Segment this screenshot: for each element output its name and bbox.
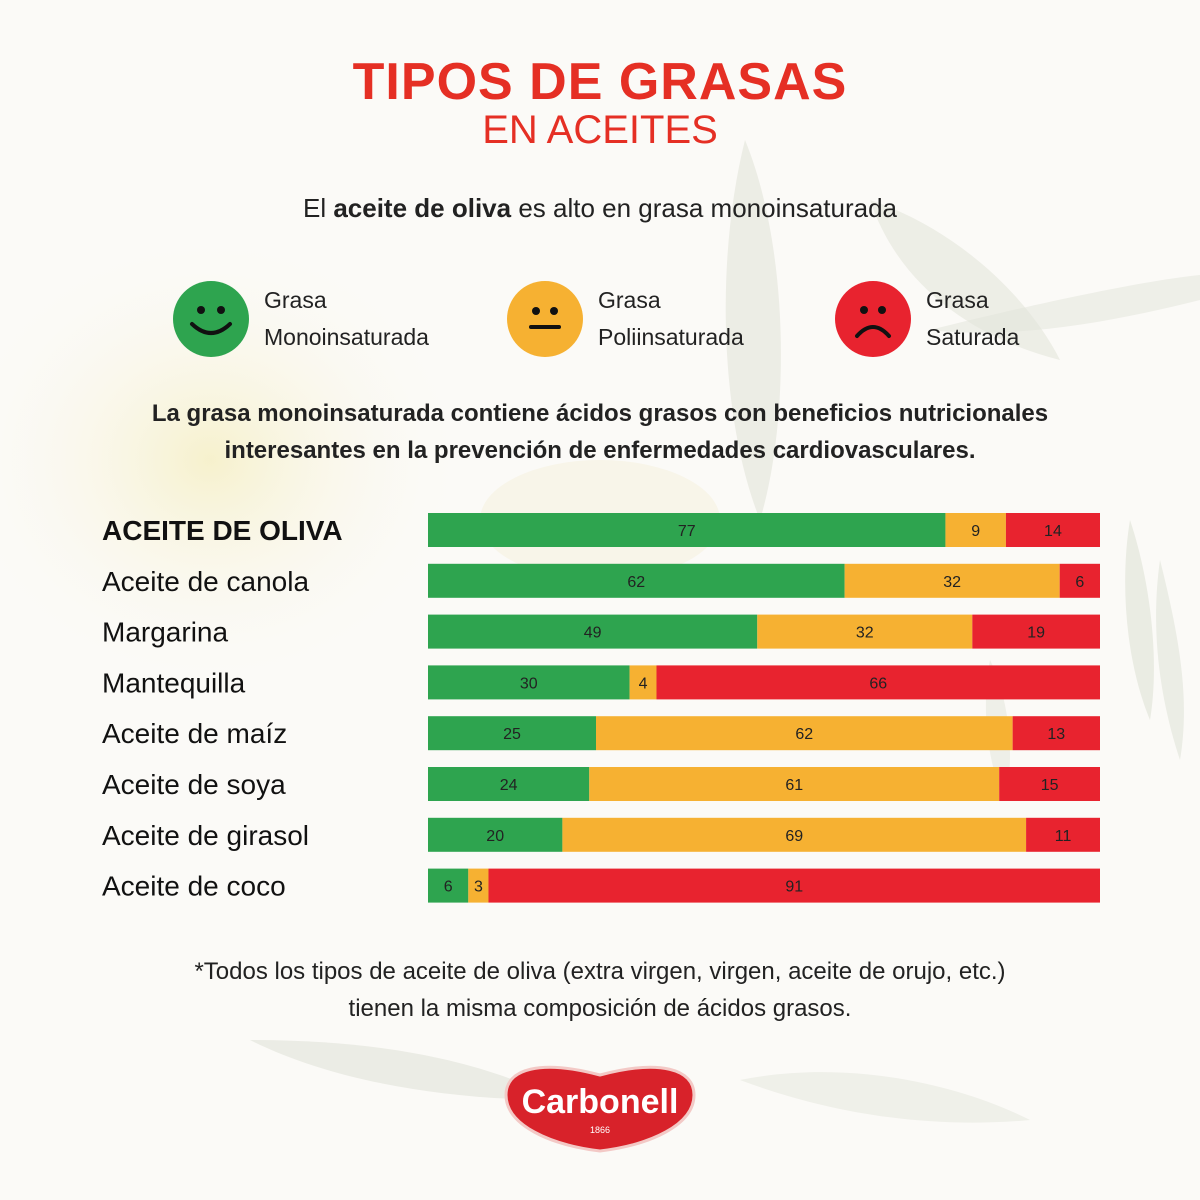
bar-segment — [428, 716, 596, 751]
data-label: 66 — [869, 675, 887, 692]
bar-segment — [596, 716, 1013, 751]
footnote-line1: *Todos los tipos de aceite de oliva (ext… — [194, 958, 1006, 985]
data-label: 19 — [1027, 625, 1045, 642]
category-label: Aceite de maíz — [102, 718, 287, 749]
category-label: Aceite de canola — [102, 566, 309, 597]
data-label: 6 — [1075, 574, 1084, 591]
intro-prefix: El — [302, 193, 334, 223]
data-label: 20 — [486, 828, 504, 845]
data-label: 3 — [474, 879, 483, 896]
category-label: Mantequilla — [102, 667, 246, 698]
bar-segment — [428, 817, 563, 852]
data-label: 30 — [520, 675, 538, 692]
bar-segment — [945, 513, 1006, 547]
data-label: 62 — [795, 726, 813, 743]
data-label: 91 — [785, 879, 803, 896]
carbonell-logo: Carbonell 1866 — [504, 1065, 696, 1153]
happy-face-icon — [173, 281, 249, 357]
bar-segment — [656, 665, 1100, 700]
bar-segment — [428, 614, 758, 649]
data-label: 9 — [971, 523, 980, 540]
statement-text: La grasa monoinsaturada contiene ácidos … — [60, 395, 1140, 469]
bar-segment — [1012, 716, 1100, 751]
statement-line2: interesantes en la prevención de enferme… — [224, 437, 976, 464]
logo-year: 1866 — [590, 1125, 610, 1135]
bar-segment — [589, 767, 1000, 801]
data-label: 77 — [678, 523, 696, 540]
bar-segment — [468, 868, 489, 903]
bar-segment — [1005, 513, 1100, 547]
data-label: 69 — [785, 828, 803, 845]
category-label: Aceite de coco — [102, 871, 286, 902]
bar-segment — [428, 767, 590, 801]
data-label: 32 — [856, 625, 874, 642]
data-label: 4 — [639, 675, 648, 692]
data-label: 49 — [584, 625, 602, 642]
bar-segment — [999, 767, 1100, 801]
category-label: Aceite de girasol — [102, 820, 309, 851]
data-label: 14 — [1044, 523, 1062, 540]
bar-segment — [844, 563, 1060, 598]
bar-segment — [757, 614, 973, 649]
bar-segment — [1059, 563, 1100, 598]
bar-segment — [488, 868, 1101, 903]
bar-segment — [428, 563, 845, 598]
intro-suffix: es alto en grasa monoinsaturada — [511, 193, 898, 223]
data-label: 15 — [1041, 777, 1059, 794]
legend-line1: Grasa — [264, 287, 327, 313]
bar-segment — [428, 513, 946, 547]
legend-label: Grasa Poliinsaturada — [598, 282, 744, 356]
footnote: *Todos los tipos de aceite de oliva (ext… — [60, 953, 1140, 1027]
statement-line1: La grasa monoinsaturada contiene ácidos … — [151, 400, 1049, 427]
legend-line2: Poliinsaturada — [598, 324, 744, 350]
bar-segment — [428, 665, 630, 700]
intro-text: El aceite de oliva es alto en grasa mono… — [0, 193, 1200, 224]
category-label: Aceite de soya — [102, 769, 286, 800]
category-label: ACEITE DE OLIVA — [102, 515, 343, 546]
bar-segment — [1026, 817, 1100, 852]
bar-segment — [428, 868, 469, 903]
intro-bold: aceite de oliva — [333, 193, 512, 223]
sad-face-icon — [835, 281, 911, 357]
footnote-line2: tienen la misma composición de ácidos gr… — [348, 995, 852, 1022]
data-label: 13 — [1047, 726, 1065, 743]
data-label: 11 — [1055, 828, 1072, 845]
legend-line2: Saturada — [926, 324, 1020, 350]
data-label: 25 — [503, 726, 521, 743]
page-title: TIPOS DE GRASAS — [352, 53, 848, 111]
data-label: 61 — [785, 777, 803, 794]
legend-line1: Grasa — [598, 287, 661, 313]
bar-segment — [562, 817, 1027, 852]
neutral-face-icon — [507, 281, 583, 357]
legend-label: Grasa Monoinsaturada — [264, 282, 429, 356]
legend-label: Grasa Saturada — [926, 282, 1019, 356]
legend-line2: Monoinsaturada — [264, 324, 429, 350]
bar-segment — [972, 614, 1100, 649]
page-subtitle: EN ACEITES — [482, 108, 718, 152]
logo-wordmark: Carbonell — [522, 1083, 679, 1121]
data-label: 24 — [500, 777, 518, 794]
data-label: 32 — [943, 574, 961, 591]
bar-segment — [629, 665, 657, 700]
category-label: Margarina — [102, 617, 228, 648]
data-label: 62 — [627, 574, 645, 591]
legend-line1: Grasa — [926, 287, 989, 313]
data-label: 6 — [444, 879, 453, 896]
